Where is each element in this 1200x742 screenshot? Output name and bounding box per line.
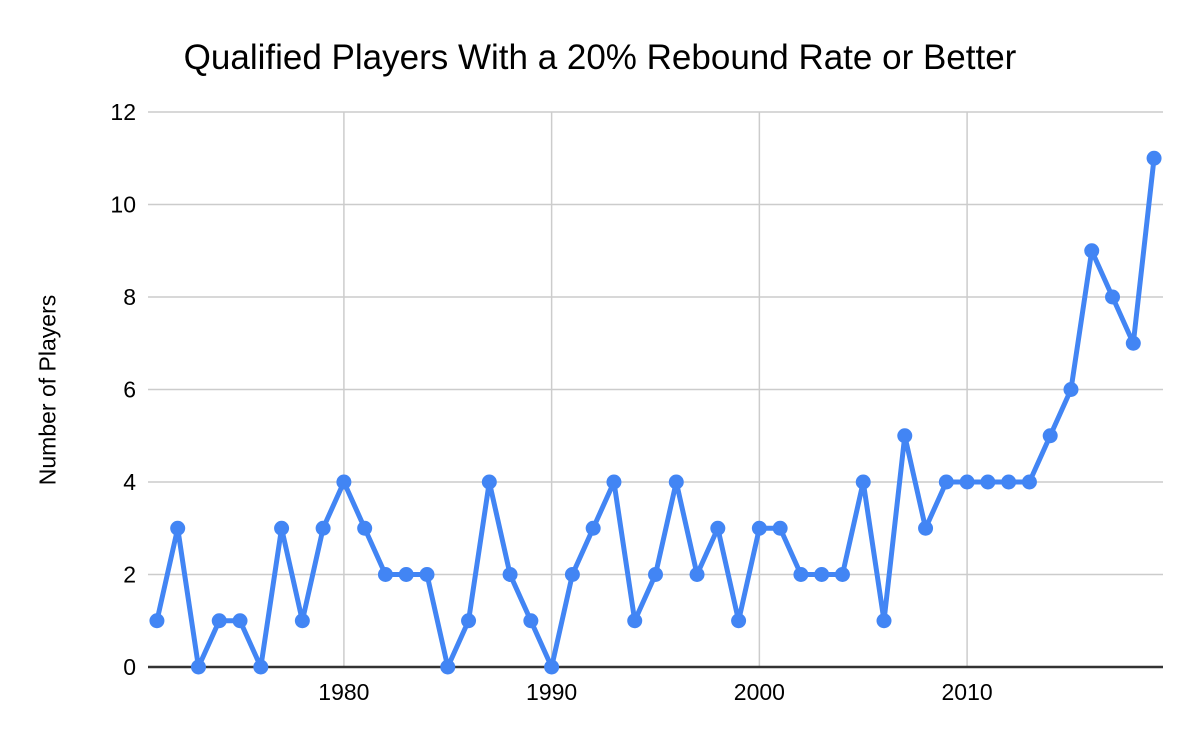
data-point [918,520,934,536]
data-point [523,613,539,629]
data-point [1146,150,1162,166]
data-point [731,613,747,629]
data-point [689,567,705,582]
data-point [959,474,975,490]
data-point [336,474,352,490]
data-point [855,474,871,490]
chart-title: Qualified Players With a 20% Rebound Rat… [183,38,1017,77]
data-point [190,659,206,675]
data-point [274,520,290,536]
data-point [585,520,601,536]
data-point [461,613,477,629]
data-point [1063,382,1079,397]
data-point [897,428,913,444]
y-tick-label: 10 [110,192,136,218]
data-point [149,613,165,629]
data-point [668,474,684,490]
data-point [980,474,996,490]
data-point [751,520,767,536]
y-tick-label: 12 [110,99,136,125]
y-tick-label: 4 [123,469,136,495]
data-point [1042,428,1058,444]
data-point [606,474,622,490]
data-point [315,520,331,536]
data-point [481,474,497,490]
data-point [502,567,518,582]
data-point [1105,289,1121,305]
y-tick-label: 2 [123,562,136,588]
data-point [357,520,373,536]
data-point [564,567,580,582]
data-point [710,520,726,536]
x-tick-label: 2000 [734,679,785,705]
x-tick-label: 1980 [318,679,369,705]
data-point [440,659,456,675]
data-point [544,659,560,675]
y-tick-label: 6 [123,377,136,403]
data-point [211,613,227,629]
data-point [793,567,809,582]
data-point [419,567,435,582]
data-point [398,567,414,582]
data-line [154,155,1157,670]
data-point [377,567,393,582]
data-point [253,659,269,675]
data-point [834,567,850,582]
y-tick-label: 0 [123,654,136,680]
data-point [1001,474,1017,490]
data-point [876,613,892,629]
data-point [648,567,663,582]
data-point [772,520,788,536]
x-tick-label: 1990 [526,679,577,705]
y-tick-label: 8 [123,284,136,310]
data-point [814,567,830,582]
data-point [1125,335,1141,351]
x-tick-label: 2010 [942,679,993,705]
data-point [294,613,310,629]
data-point [232,613,248,629]
data-point [170,520,186,536]
data-point [938,474,954,490]
data-point [1021,474,1037,490]
data-point [627,613,643,629]
data-point [1084,243,1100,259]
